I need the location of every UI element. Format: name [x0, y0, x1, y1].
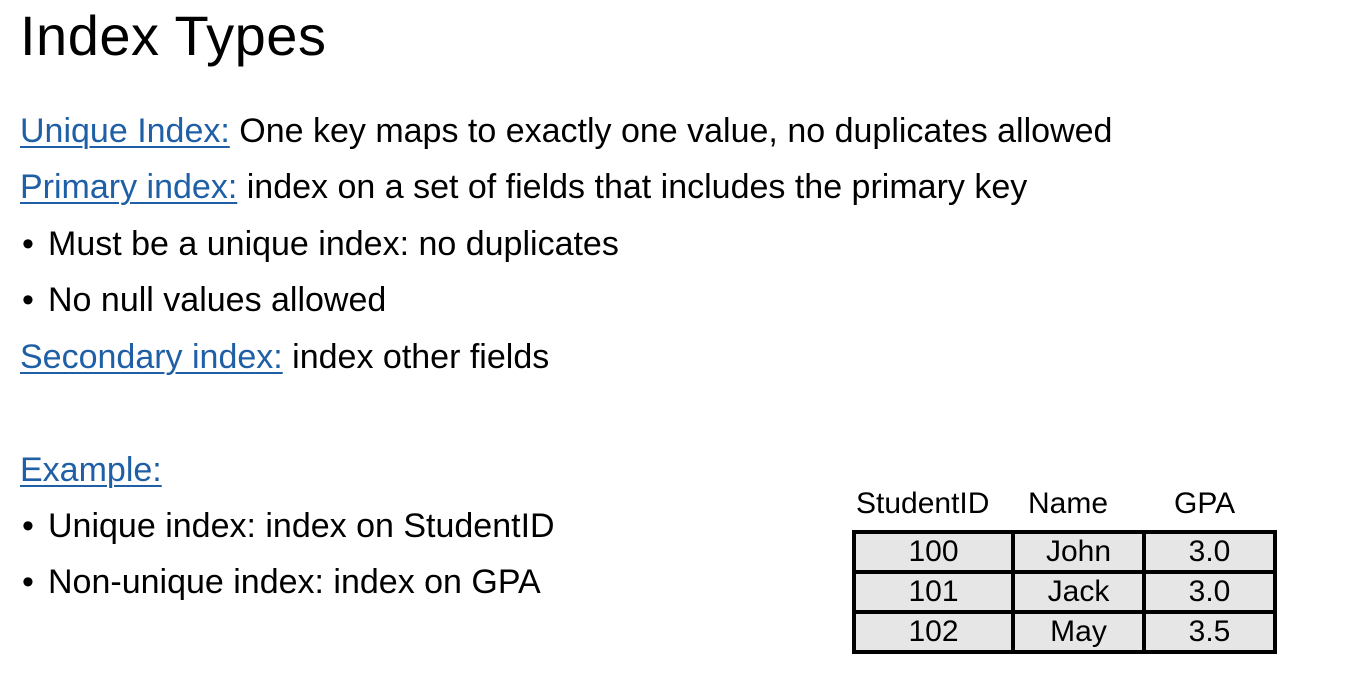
- table-cell: 3.5: [1142, 610, 1277, 654]
- column-header-gpa: GPA: [1174, 487, 1236, 520]
- table-cell: 3.0: [1142, 570, 1277, 614]
- student-table: 100 John 3.0 101 Jack 3.0 102 May 3.5: [852, 530, 1277, 654]
- term-primary-index: Primary index:: [20, 168, 238, 206]
- definition-secondary-index: Secondary index: index other fields: [20, 335, 549, 379]
- bullet-item: • Non-unique index: index on GPA: [22, 560, 541, 604]
- table-row: 100 John 3.0: [852, 530, 1277, 574]
- column-header-studentid: StudentID: [856, 487, 990, 520]
- bullet-item: • No null values allowed: [22, 278, 386, 322]
- table-row: 101 Jack 3.0: [852, 570, 1277, 614]
- definition-text-primary-index: index on a set of fields that includes t…: [237, 168, 1028, 206]
- slide-title: Index Types: [20, 4, 327, 67]
- table-cell: May: [1011, 610, 1146, 654]
- table-cell: 3.0: [1142, 530, 1277, 574]
- definition-unique-index: Unique Index: One key maps to exactly on…: [20, 109, 1112, 153]
- table-row: 102 May 3.5: [852, 610, 1277, 654]
- bullet-text: Unique index: index on StudentID: [48, 507, 555, 545]
- bullet-text: Non-unique index: index on GPA: [48, 563, 541, 601]
- term-unique-index: Unique Index:: [20, 112, 230, 150]
- table-header-row: StudentID Name GPA: [852, 484, 1280, 528]
- definition-text-secondary-index: index other fields: [282, 338, 550, 376]
- bullet-icon: •: [22, 225, 34, 263]
- definition-primary-index: Primary index: index on a set of fields …: [20, 165, 1027, 209]
- bullet-item: • Unique index: index on StudentID: [22, 504, 555, 548]
- definition-text-unique-index: One key maps to exactly one value, no du…: [229, 112, 1113, 150]
- bullet-icon: •: [22, 281, 34, 319]
- bullet-item: • Must be a unique index: no duplicates: [22, 222, 619, 266]
- bullet-text: No null values allowed: [48, 281, 387, 319]
- table-cell: 101: [852, 570, 1015, 614]
- bullet-icon: •: [22, 563, 34, 601]
- example-heading: Example:: [20, 448, 162, 492]
- table-cell: John: [1011, 530, 1146, 574]
- column-header-name: Name: [1028, 487, 1109, 520]
- term-example: Example:: [20, 451, 162, 489]
- term-secondary-index: Secondary index:: [20, 338, 283, 376]
- bullet-icon: •: [22, 507, 34, 545]
- table-cell: 102: [852, 610, 1015, 654]
- table-cell: 100: [852, 530, 1015, 574]
- table-cell: Jack: [1011, 570, 1146, 614]
- bullet-text: Must be a unique index: no duplicates: [48, 225, 619, 263]
